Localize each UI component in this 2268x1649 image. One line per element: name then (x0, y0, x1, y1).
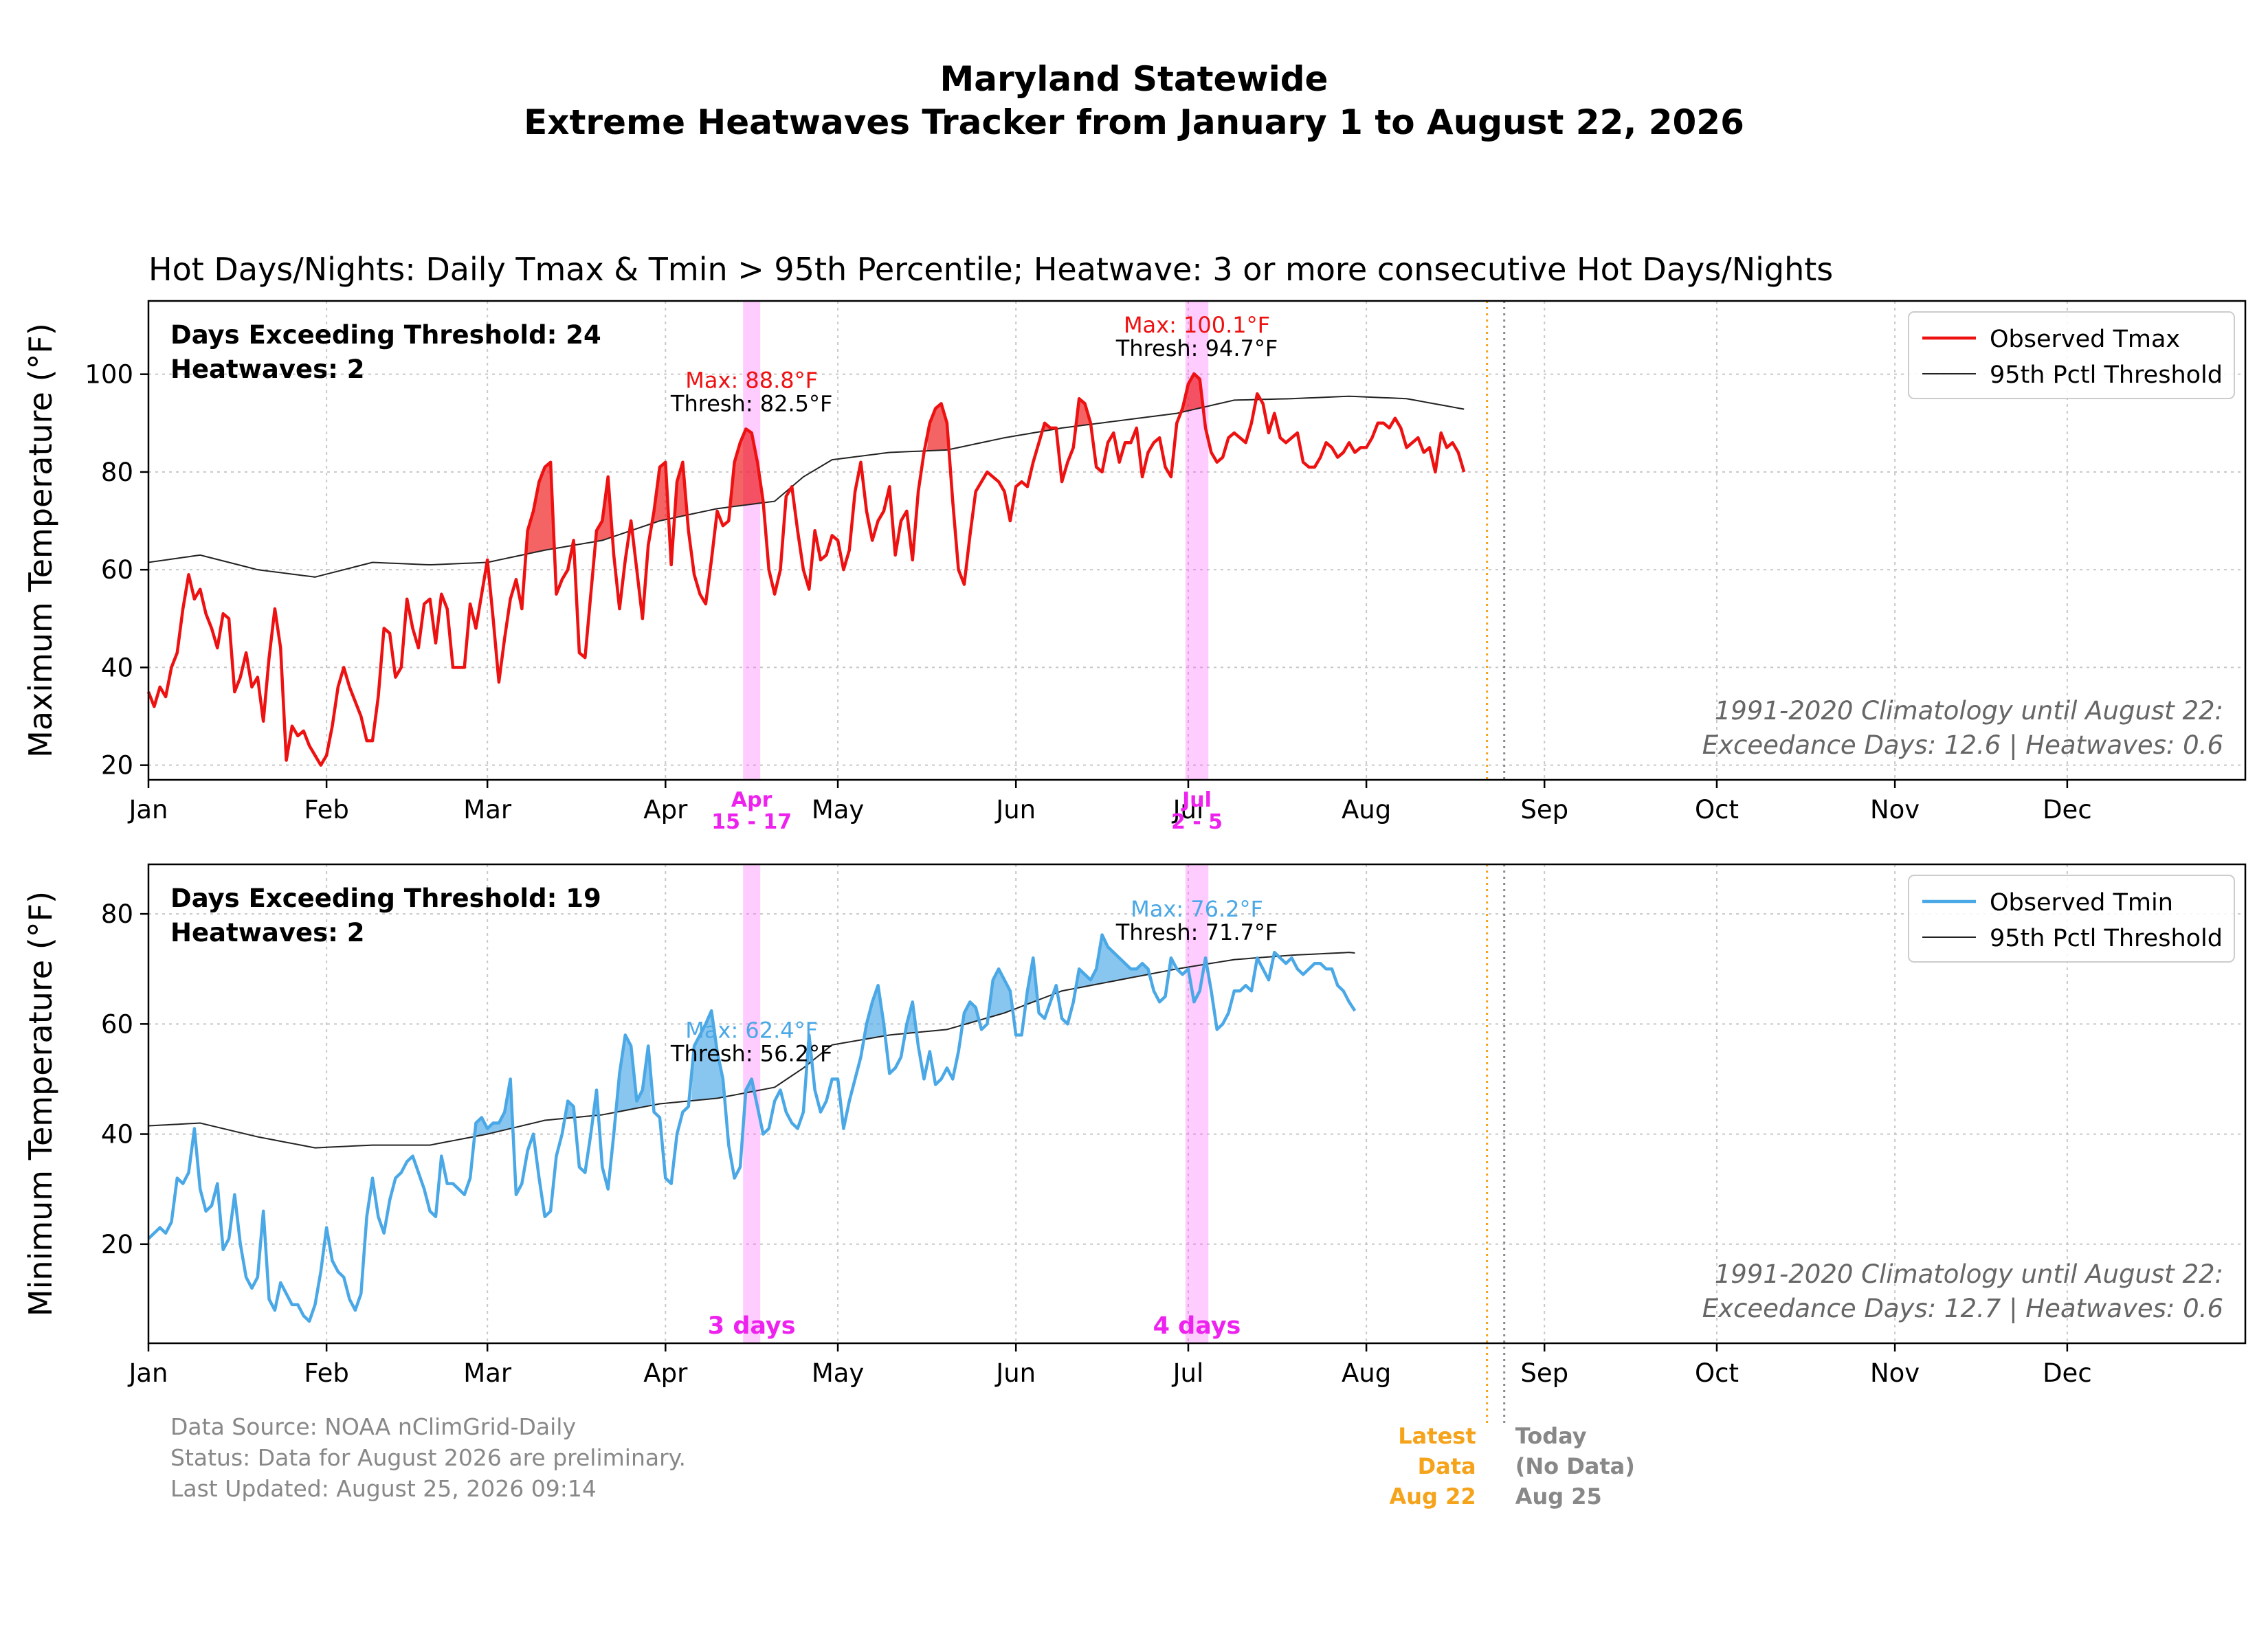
tmax-climatology-line1: 1991-2020 Climatology until August 22: (1715, 696, 2223, 726)
tmax-xtick-label-Sep: Sep (1520, 795, 1568, 824)
today-label-1: Today (1515, 1423, 1587, 1449)
tmin-legend-label-threshold: 95th Pctl Threshold (1990, 925, 2223, 952)
chart-subtitle: Hot Days/Nights: Daily Tmax & Tmin > 95t… (148, 251, 1833, 288)
tmax-event-max-label-2: Max: 100.1°F (1124, 312, 1270, 338)
tmax-ytick-label: 80 (101, 458, 133, 487)
tmax-xtick-label-Dec: Dec (2043, 795, 2092, 824)
tmin-exceedance-fill (990, 969, 1014, 1018)
tmax-xtick-label-Oct: Oct (1695, 795, 1739, 824)
tmin-exceedance-fill (473, 1079, 513, 1137)
tmin-panel: 20 40 60 80 Jan Feb Mar Apr May Jun Jul Aug Sep Oct No… (22, 863, 2247, 1426)
tmax-xtick-label-Aug: Aug (1342, 795, 1391, 824)
tmax-legend-label-threshold: 95th Pctl Threshold (1990, 361, 2223, 389)
tmin-event-thresh-label-2: Thresh: 71.7°F (1115, 919, 1278, 945)
footer-line-1: Data Source: NOAA nClimGrid-Daily (170, 1413, 576, 1440)
footer-line-2: Status: Data for August 2026 are prelimi… (170, 1444, 686, 1471)
latest-data-label-3: Aug 22 (1389, 1483, 1476, 1510)
tmin-ylabel: Minimum Temperature (°F) (22, 891, 59, 1316)
tmax-legend-label-observed: Observed Tmax (1990, 326, 2180, 353)
tmax-xtick-label-Mar: Mar (463, 795, 512, 824)
tmin-ytick-label: 40 (101, 1120, 133, 1149)
event-duration-1: 3 days (708, 1312, 796, 1340)
tmax-exceedance-fill (731, 429, 766, 507)
footer: Data Source: NOAA nClimGrid-Daily Status:… (170, 1413, 686, 1502)
event-tick-month-2: Jul (1181, 788, 1212, 812)
today-label-2: (No Data) (1515, 1453, 1635, 1479)
marker-labels: Latest Data Aug 22 Today (No Data) Aug 25 (1389, 1423, 1634, 1510)
tmax-ylabel: Maximum Temperature (°F) (22, 323, 59, 758)
tmin-stat-heatwaves: Heatwaves: 2 (170, 918, 365, 947)
tmax-event-thresh-label-2: Thresh: 94.7°F (1115, 335, 1278, 361)
tmin-xtick-label-Jul: Jul (1172, 1358, 1204, 1388)
tmax-stat-days: Days Exceeding Threshold: 24 (170, 320, 601, 350)
tmin-stat-days: Days Exceeding Threshold: 19 (170, 884, 601, 913)
tmin-threshold-line (148, 952, 1355, 1149)
tmin-plot-frame (147, 863, 2247, 1345)
tmin-ytick-label: 60 (101, 1009, 133, 1039)
tmax-event-thresh-label-1: Thresh: 82.5°F (670, 390, 833, 416)
tmax-heatwave-band-2 (1185, 301, 1209, 780)
tmax-ytick-label: 60 (101, 555, 133, 585)
tmin-xtick-label-May: May (812, 1358, 865, 1388)
tmax-xtick-label-Jun: Jun (994, 795, 1036, 824)
tmax-ytick-label: 40 (101, 653, 133, 682)
latest-data-label-2: Data (1418, 1453, 1476, 1479)
tmin-event-max-label-1: Max: 62.4°F (685, 1017, 818, 1043)
tmax-ytick-label: 100 (85, 360, 133, 390)
latest-data-label-1: Latest (1398, 1423, 1476, 1449)
tmin-legend-label-observed: Observed Tmin (1990, 889, 2173, 917)
tmin-legend (1908, 875, 2235, 963)
tmax-plot-frame (147, 300, 2247, 781)
tmin-xtick-label-Jun: Jun (994, 1358, 1036, 1388)
event-tick-range-1: 15 - 17 (711, 810, 792, 834)
tmax-stat-heatwaves: Heatwaves: 2 (170, 355, 365, 384)
tmax-xtick-label-Jul: Jul (1172, 795, 1204, 824)
tmin-exceedance-fill (691, 1011, 726, 1101)
chart-title-line1: Maryland Statewide (940, 59, 1328, 99)
footer-line-3: Last Updated: August 25, 2026 09:14 (170, 1475, 597, 1502)
tmin-climatology-line1: 1991-2020 Climatology until August 22: (1715, 1259, 2223, 1289)
tmin-xtick-label-Apr: Apr (643, 1358, 688, 1388)
today-label-3: Aug 25 (1515, 1483, 1602, 1510)
chart-title-line2: Extreme Heatwaves Tracker from January 1… (524, 102, 1744, 142)
tmax-event-max-label-1: Max: 88.8°F (685, 367, 818, 393)
tmin-event-max-label-2: Max: 76.2°F (1131, 896, 1263, 922)
tmin-exceedance-fill (863, 985, 887, 1040)
tmin-xtick-label-Aug: Aug (1342, 1358, 1391, 1388)
tmin-xtick-label-Mar: Mar (463, 1358, 512, 1388)
tmax-legend (1908, 311, 2235, 399)
tmin-observed-line (147, 933, 1357, 1323)
tmax-observed-line (146, 372, 1466, 767)
event-duration-2: 4 days (1153, 1312, 1241, 1340)
tmin-ytick-label: 20 (101, 1230, 133, 1259)
tmin-event-thresh-label-1: Thresh: 56.2°F (670, 1040, 833, 1066)
tmax-xtick-label-Feb: Feb (304, 795, 349, 824)
tmin-xtick-label-Nov: Nov (1870, 1358, 1920, 1388)
tmax-xtick-label-Jan: Jan (127, 795, 168, 824)
tmax-climatology-line2: Exceedance Days: 12.6 | Heatwaves: 0.6 (1702, 730, 2223, 760)
tmin-heatwave-band-2 (1185, 864, 1209, 1343)
event-tick-month-1: Apr (731, 788, 772, 812)
tmax-xtick-label-Apr: Apr (643, 795, 688, 824)
tmin-climatology-line2: Exceedance Days: 12.7 | Heatwaves: 0.6 (1702, 1294, 2223, 1323)
tmin-ytick-label: 80 (101, 899, 133, 929)
tmax-ytick-label: 20 (101, 751, 133, 781)
tmax-panel: 20 40 60 80 100 Jan Feb Mar Apr May Jun Jul Aug Sep Oc… (22, 300, 2247, 834)
event-tick-range-2: 2 - 5 (1171, 810, 1223, 834)
tmin-xtick-label-Sep: Sep (1520, 1358, 1568, 1388)
tmin-xtick-label-Dec: Dec (2043, 1358, 2092, 1388)
tmax-threshold-line (148, 395, 1465, 578)
tmax-heatwave-band-1 (743, 301, 761, 780)
tmin-xtick-label-Jan: Jan (127, 1358, 168, 1388)
tmax-xtick-label-May: May (812, 795, 865, 824)
tmax-exceedance-fill (524, 462, 554, 554)
tmax-xtick-label-Nov: Nov (1870, 795, 1920, 824)
tmin-xtick-label-Oct: Oct (1695, 1358, 1739, 1388)
tmin-xtick-label-Feb: Feb (304, 1358, 349, 1388)
